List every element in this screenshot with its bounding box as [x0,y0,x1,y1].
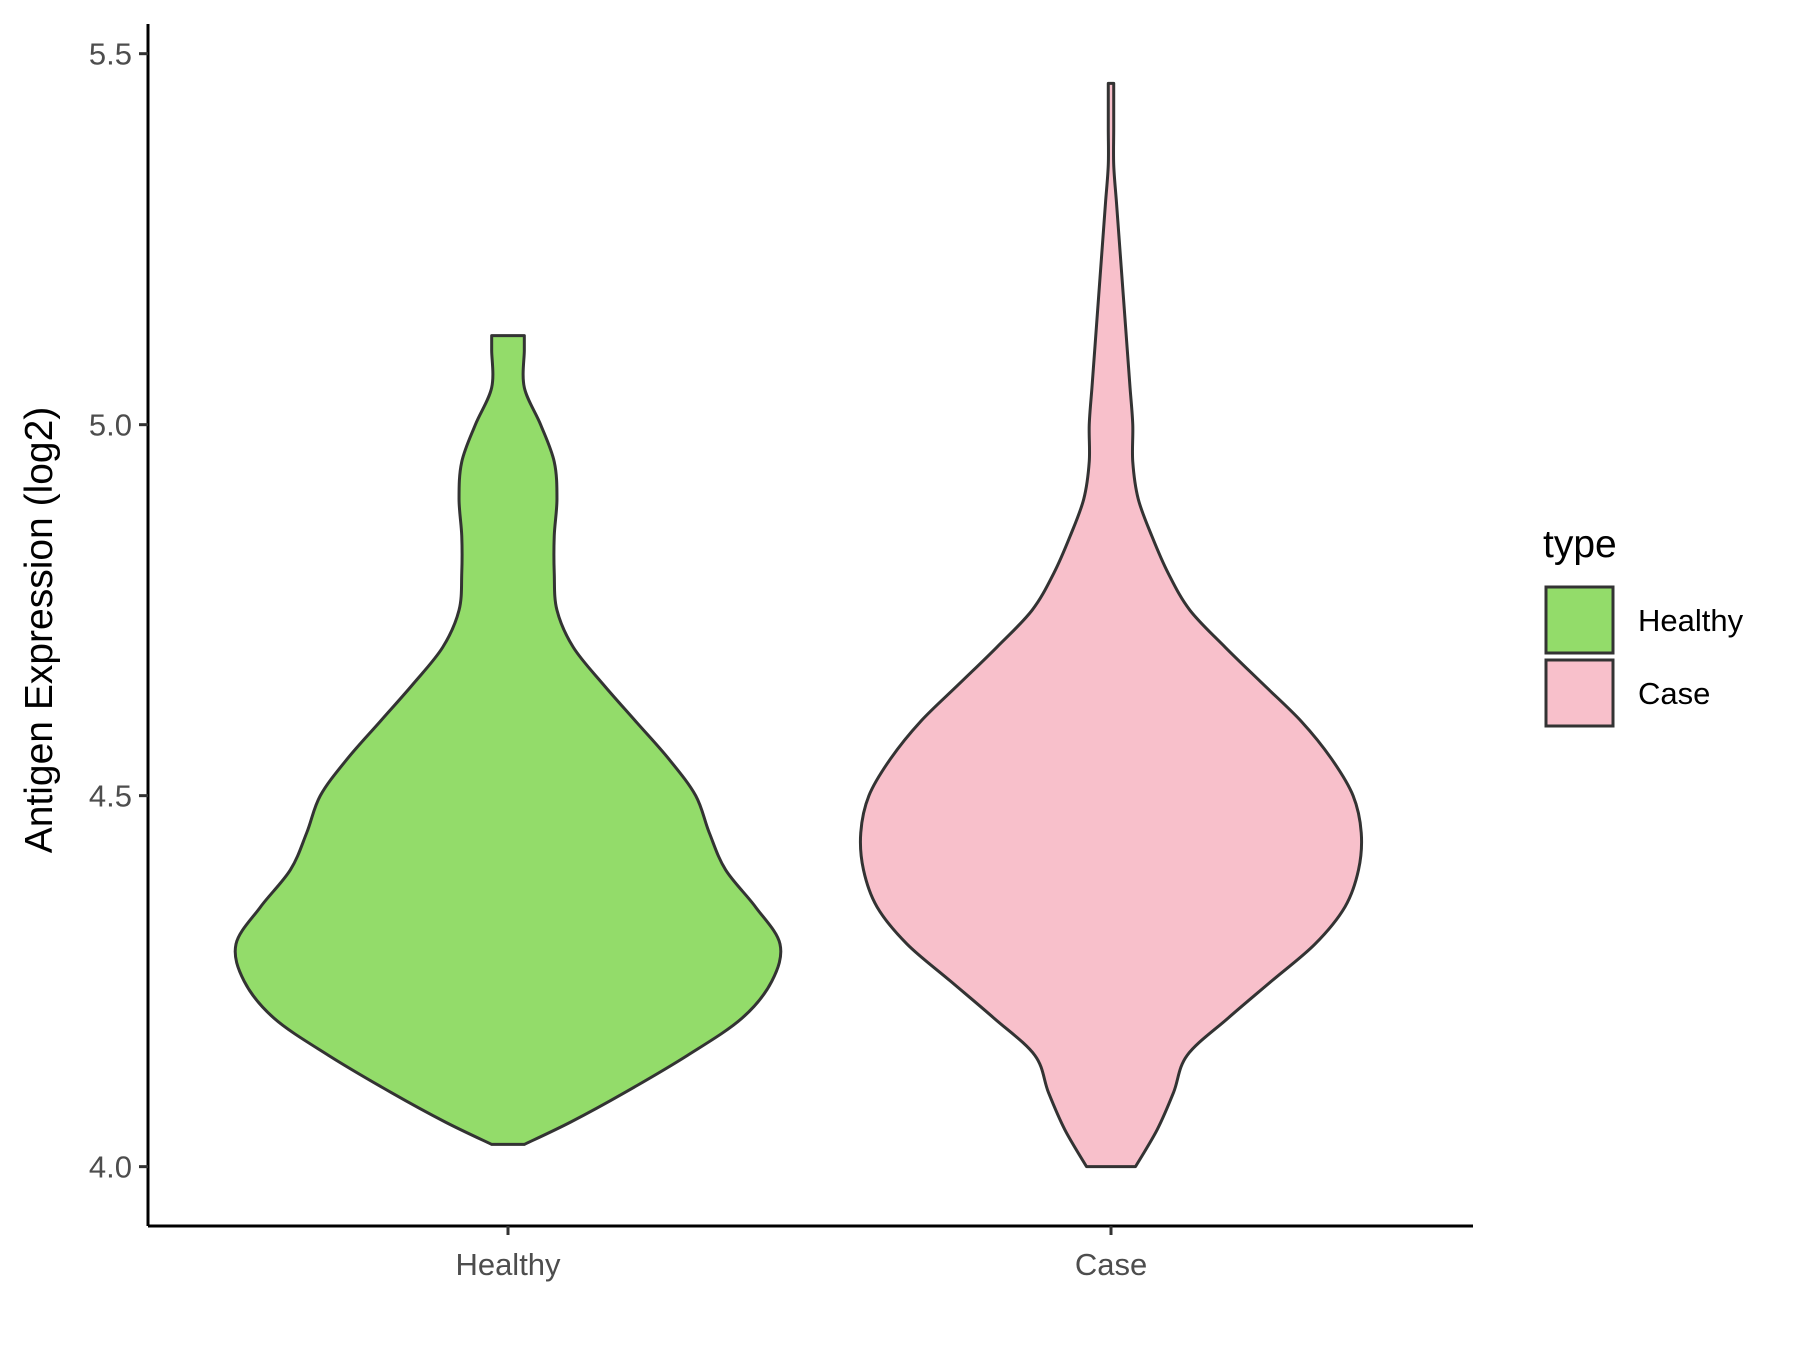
y-axis-title: Antigen Expression (log2) [18,407,61,854]
x-tick-label: Healthy [455,1247,561,1282]
x-tick-label: Case [1075,1247,1147,1282]
legend-swatch-healthy [1544,585,1615,655]
violin-group [233,81,1364,1169]
x-axis: Healthy Case [148,1224,1473,1282]
legend-label-healthy: Healthy [1638,603,1744,638]
legend-label-case: Case [1638,676,1710,711]
y-tick-label: 5.5 [89,37,132,72]
legend-items: Healthy Case [1544,585,1744,728]
legend: type Healthy Case [1543,523,1744,728]
violin-healthy [233,334,783,1146]
legend-title: type [1543,523,1617,566]
y-tick-label: 4.5 [89,779,132,814]
y-axis: 4.0 4.5 5.0 5.5 [89,24,150,1226]
violin-case [858,81,1364,1169]
legend-swatch-case [1544,658,1615,728]
y-tick-label: 5.0 [89,408,132,443]
y-tick-label: 4.0 [89,1150,132,1185]
